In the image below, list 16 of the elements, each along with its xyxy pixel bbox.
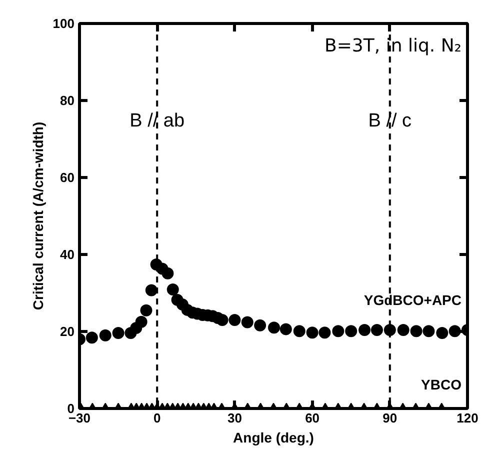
y-tick-label: 80: [60, 93, 75, 108]
series-label: YGdBCO+APC: [364, 292, 462, 308]
x-tick-label: 0: [153, 410, 161, 426]
x-tick-label: 90: [382, 410, 398, 426]
y-tick-label: 40: [60, 247, 75, 262]
y-axis-title: Critical current (A/cm-width): [30, 122, 46, 310]
y-tick-label: 20: [60, 324, 75, 339]
series-label: YBCO: [421, 376, 462, 392]
x-tick-label: 120: [456, 410, 478, 426]
x-axis-title: Angle (deg.): [233, 430, 314, 446]
y-tick-label: 0: [67, 401, 75, 416]
y-tick-label: 60: [60, 170, 75, 185]
x-tick-label: 30: [227, 410, 242, 426]
annotation: B=3T, in liq. N₂: [324, 36, 462, 56]
y-tick-label: 100: [52, 16, 75, 31]
x-tick-label: 60: [305, 410, 320, 426]
